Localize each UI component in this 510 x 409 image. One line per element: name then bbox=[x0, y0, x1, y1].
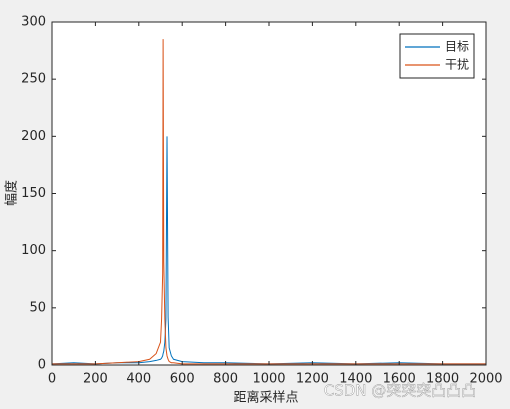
x-axis-label: 距离采样点 bbox=[233, 390, 298, 406]
legend-label: 干扰 bbox=[445, 58, 469, 72]
line bbox=[52, 39, 486, 365]
x-tick-label: 1600 bbox=[383, 372, 416, 387]
legend-box bbox=[399, 33, 475, 79]
x-tick-label: 1800 bbox=[426, 372, 459, 387]
y-tick-label: 150 bbox=[21, 186, 46, 201]
y-tick-label: 200 bbox=[21, 129, 46, 144]
x-tick-label: 600 bbox=[170, 372, 195, 387]
y-tick-label: 250 bbox=[21, 72, 46, 87]
y-tick-label: 100 bbox=[21, 243, 46, 258]
x-tick-label: 2000 bbox=[469, 372, 502, 387]
x-tick-label: 1000 bbox=[252, 372, 285, 387]
x-tick-label: 0 bbox=[48, 372, 56, 387]
x-tick-label: 800 bbox=[213, 372, 238, 387]
y-tick-label: 0 bbox=[38, 358, 46, 373]
legend-label: 目标 bbox=[445, 40, 469, 54]
x-tick-label: 1200 bbox=[296, 372, 329, 387]
x-tick-label: 400 bbox=[126, 372, 151, 387]
y-axis-label: 幅度 bbox=[4, 180, 20, 206]
y-tick-label: 300 bbox=[21, 15, 46, 30]
x-tick-label: 200 bbox=[83, 372, 108, 387]
line bbox=[51, 136, 486, 365]
watermark: CSDN @突突突凸凸凸 bbox=[324, 382, 477, 400]
y-tick-label: 50 bbox=[29, 300, 46, 315]
x-tick-label: 1400 bbox=[339, 372, 372, 387]
plot-area bbox=[52, 22, 486, 365]
